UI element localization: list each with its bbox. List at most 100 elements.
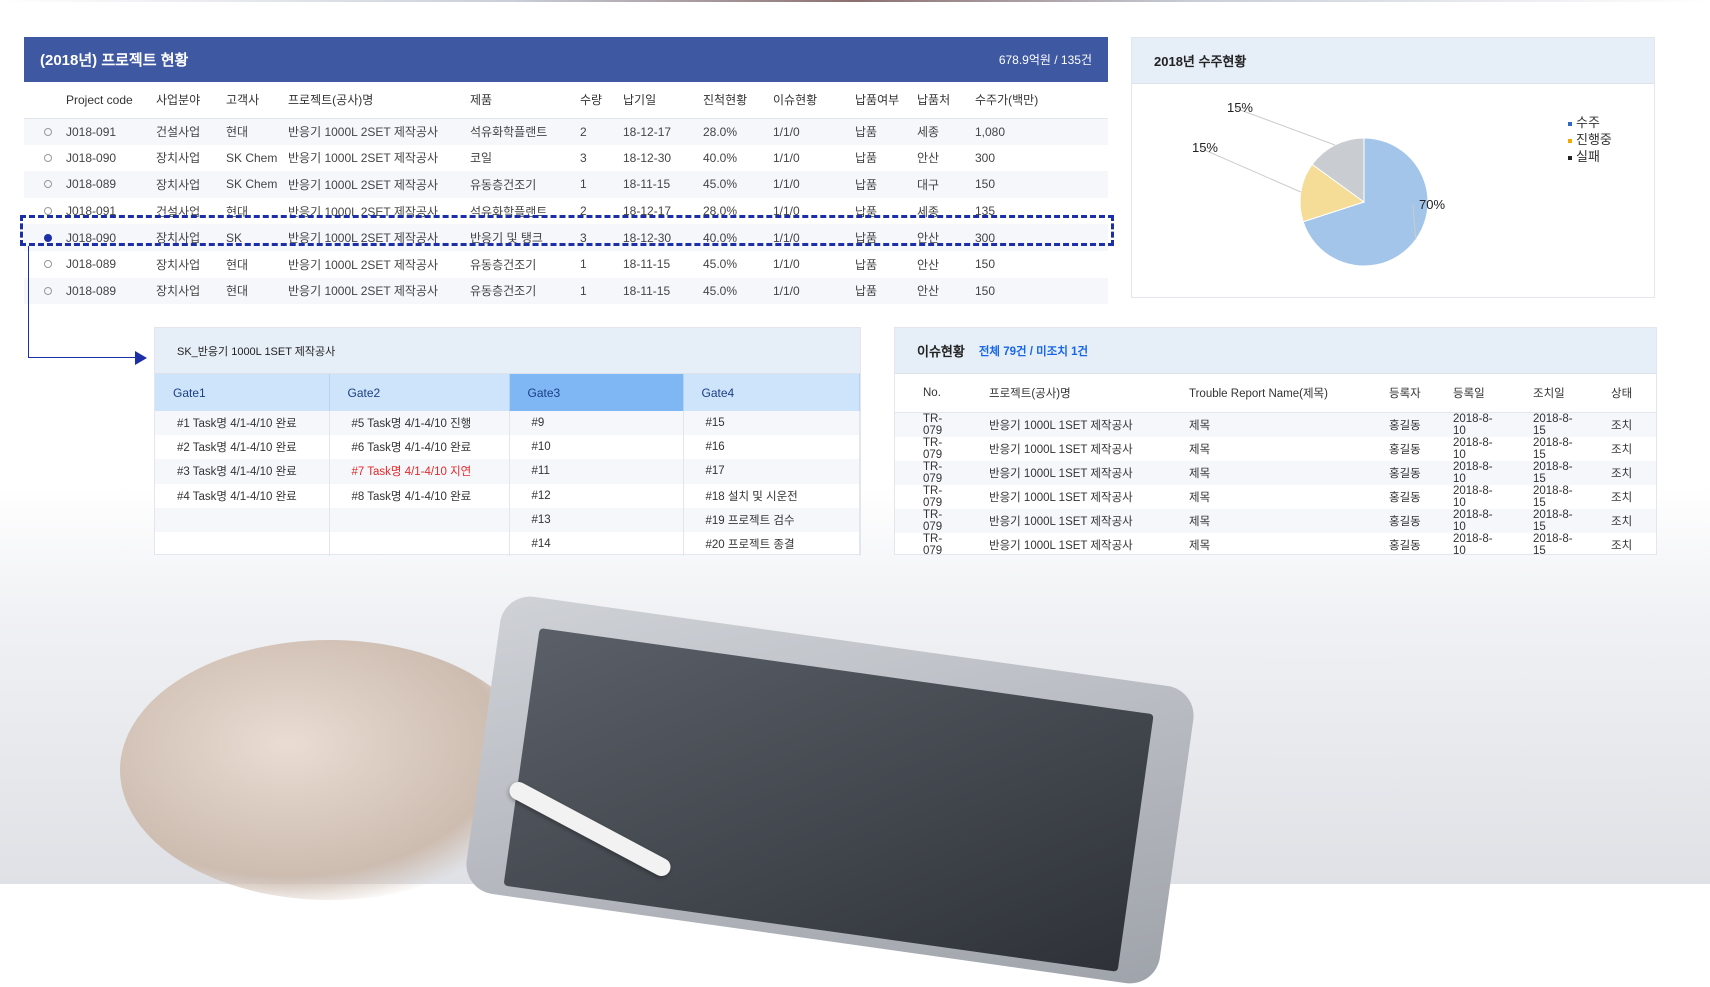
table-cell: 3 xyxy=(580,150,587,165)
table-cell: 건설사업 xyxy=(156,118,226,145)
table-cell: 납품 xyxy=(855,151,878,166)
table-cell: 홍길동 xyxy=(1361,460,1425,485)
gate-table: Gate1 Gate2 Gate3 Gate4 #1 Task명 4/1-4/10 완료… xyxy=(155,374,860,557)
table-row[interactable]: J018-091 건설사업 현대 반응기 1000L 2SET 제작공사 석유화학플랜트… xyxy=(24,118,1108,145)
table-cell: SK Chem xyxy=(226,150,278,165)
table-row[interactable]: J018-089 장치사업 현대 반응기 1000L 2SET 제작공사 유동층건조기 1… xyxy=(24,277,1108,305)
row-radio[interactable] xyxy=(44,127,52,136)
table-cell: 유동층건조기 xyxy=(470,277,580,305)
gate-task xyxy=(329,507,510,532)
table-cell: 현대 xyxy=(226,277,288,305)
table-cell: 납품 xyxy=(855,171,917,198)
table-cell: 제목 xyxy=(1189,491,1211,504)
legend-swatch xyxy=(1568,121,1572,126)
table-cell: 40.0% xyxy=(703,224,773,251)
table-cell: 1 xyxy=(580,277,623,305)
gate-task: #10 xyxy=(509,435,684,460)
table-cell: 제목 xyxy=(1161,509,1361,534)
column-header: 납품여부 xyxy=(855,82,917,119)
table-cell: 석유화학플랜트 xyxy=(470,118,580,145)
panel-title: (2018년) 프로젝트 현황 xyxy=(40,52,189,69)
project-table: Project code 사업분야 고객사 프로젝트(공사)명 제품 수량 납기일 진척현황 이… xyxy=(24,82,1108,305)
table-cell: 조치 xyxy=(1611,540,1633,553)
legend-item: 진행중 xyxy=(1568,131,1612,148)
table-cell: 2018-8-10 xyxy=(1453,533,1493,558)
row-radio[interactable] xyxy=(44,153,52,162)
table-cell: 조치 xyxy=(1583,460,1656,485)
gate-task: #5 Task명 4/1-4/10 진행 xyxy=(329,411,510,436)
chart-legend: 수주 진행중 실패 xyxy=(1568,114,1612,165)
issue-count[interactable]: 전체 79건 / 미조치 1건 xyxy=(978,345,1089,358)
table-cell: TR-079 xyxy=(895,412,961,437)
legend-swatch xyxy=(1568,138,1572,143)
column-header: No. xyxy=(895,374,961,413)
table-cell: 2018-8-10 xyxy=(1425,509,1505,534)
gate-row: #14 #20 프로젝트 종결 xyxy=(155,531,860,557)
table-cell: 3 xyxy=(580,224,623,251)
column-header: 등록자 xyxy=(1361,374,1425,413)
table-cell: 조치 xyxy=(1611,491,1633,504)
issue-row[interactable]: TR-079 반응기 1000L 1SET 제작공사 제목 홍길동 2018-8-10 2… xyxy=(895,460,1656,485)
data-label: 15% xyxy=(1227,100,1253,115)
table-cell: 홍길동 xyxy=(1361,509,1425,534)
gate-row: #1 Task명 4/1-4/10 완료 #5 Task명 4/1-4/10 진행… xyxy=(155,411,860,436)
table-cell: 조치 xyxy=(1611,443,1633,456)
table-cell: 18-12-30 xyxy=(623,224,703,251)
issue-row[interactable]: TR-079 반응기 1000L 1SET 제작공사 제목 홍길동 2018-8-10 2… xyxy=(895,485,1656,509)
column-header: 조치일 xyxy=(1505,374,1583,413)
row-radio[interactable] xyxy=(44,286,52,295)
pie-slice-2[interactable] xyxy=(1311,137,1365,203)
tab-gate3[interactable]: Gate3 xyxy=(509,374,684,411)
table-cell: SK Chem xyxy=(226,171,288,198)
row-radio[interactable] xyxy=(44,233,52,242)
issue-row[interactable]: TR-079 반응기 1000L 1SET 제작공사 제목 홍길동 2018-8-10 2… xyxy=(895,533,1656,557)
row-radio[interactable] xyxy=(44,207,52,216)
leader-line xyxy=(1199,147,1301,193)
row-radio[interactable] xyxy=(44,180,52,189)
table-row[interactable]: J018-090 장치사업 SK Chem 반응기 1000L 2SET 제작공사 코일… xyxy=(24,145,1108,172)
table-cell: 150 xyxy=(975,277,1108,305)
table-row[interactable]: J018-090 장치사업 SK 반응기 1000L 2SET 제작공사 반응기 및 탱… xyxy=(24,224,1108,251)
table-cell: 2018-8-15 xyxy=(1533,436,1573,461)
table-cell: 1/1/0 xyxy=(773,224,855,251)
table-row[interactable]: J018-089 장치사업 현대 반응기 1000L 2SET 제작공사 유동층건조기 1… xyxy=(24,251,1108,278)
row-radio[interactable] xyxy=(44,260,52,269)
column-header: 프로젝트(공사)명 xyxy=(288,82,470,119)
column-header: 이슈현황 xyxy=(773,82,855,119)
table-cell: 코일 xyxy=(470,151,493,166)
table-cell: 제목 xyxy=(1161,460,1361,485)
column-header: 프로젝트(공사)명 xyxy=(961,374,1161,413)
column-header: 고객사 xyxy=(226,82,288,119)
table-cell: 2018-8-10 xyxy=(1453,436,1493,461)
table-cell: 대구 xyxy=(917,171,975,198)
column-header: Trouble Report Name(제목) xyxy=(1161,374,1361,413)
table-cell: 제목 xyxy=(1161,412,1361,437)
summary: 678.9억원 / 135건 xyxy=(998,53,1092,67)
gate-task: #15 xyxy=(683,411,860,436)
legend-item: 수주 xyxy=(1568,114,1612,131)
tab-gate2[interactable]: Gate2 xyxy=(329,374,510,411)
table-cell: 반응기 1000L 1SET 제작공사 xyxy=(961,460,1161,485)
connector-line xyxy=(28,246,29,357)
gate-task xyxy=(155,531,330,557)
table-cell: 18-12-17 xyxy=(623,118,703,145)
table-cell: 현대 xyxy=(226,257,249,272)
issue-row[interactable]: TR-079 반응기 1000L 1SET 제작공사 제목 홍길동 2018-8-10 2… xyxy=(895,509,1656,534)
column-header: 수량 xyxy=(580,82,623,119)
table-cell: TR-079 xyxy=(895,460,961,485)
table-cell: 45.0% xyxy=(703,171,773,198)
issue-row[interactable]: TR-079 반응기 1000L 1SET 제작공사 제목 홍길동 2018-8-10 2… xyxy=(895,412,1656,437)
table-cell: 장치사업 xyxy=(156,151,201,166)
table-cell: 세종 xyxy=(917,118,975,145)
column-header: 사업분야 xyxy=(156,82,226,119)
tab-gate1[interactable]: Gate1 xyxy=(155,374,330,411)
gate-task: #11 xyxy=(509,459,684,484)
table-row[interactable]: J018-089 장치사업 SK Chem 반응기 1000L 2SET 제작공사 유동… xyxy=(24,171,1108,198)
gate-task: #16 xyxy=(683,435,860,460)
table-cell: 납품 xyxy=(855,257,878,272)
legend-label: 실패 xyxy=(1576,149,1600,164)
issue-row[interactable]: TR-079 반응기 1000L 1SET 제작공사 제목 홍길동 2018-8-10 2… xyxy=(895,437,1656,461)
tab-gate4[interactable]: Gate4 xyxy=(683,374,860,411)
selected-row-highlight xyxy=(20,215,1114,246)
gate-row: #3 Task명 4/1-4/10 완료 #7 Task명 4/1-4/10 지연… xyxy=(155,459,860,484)
